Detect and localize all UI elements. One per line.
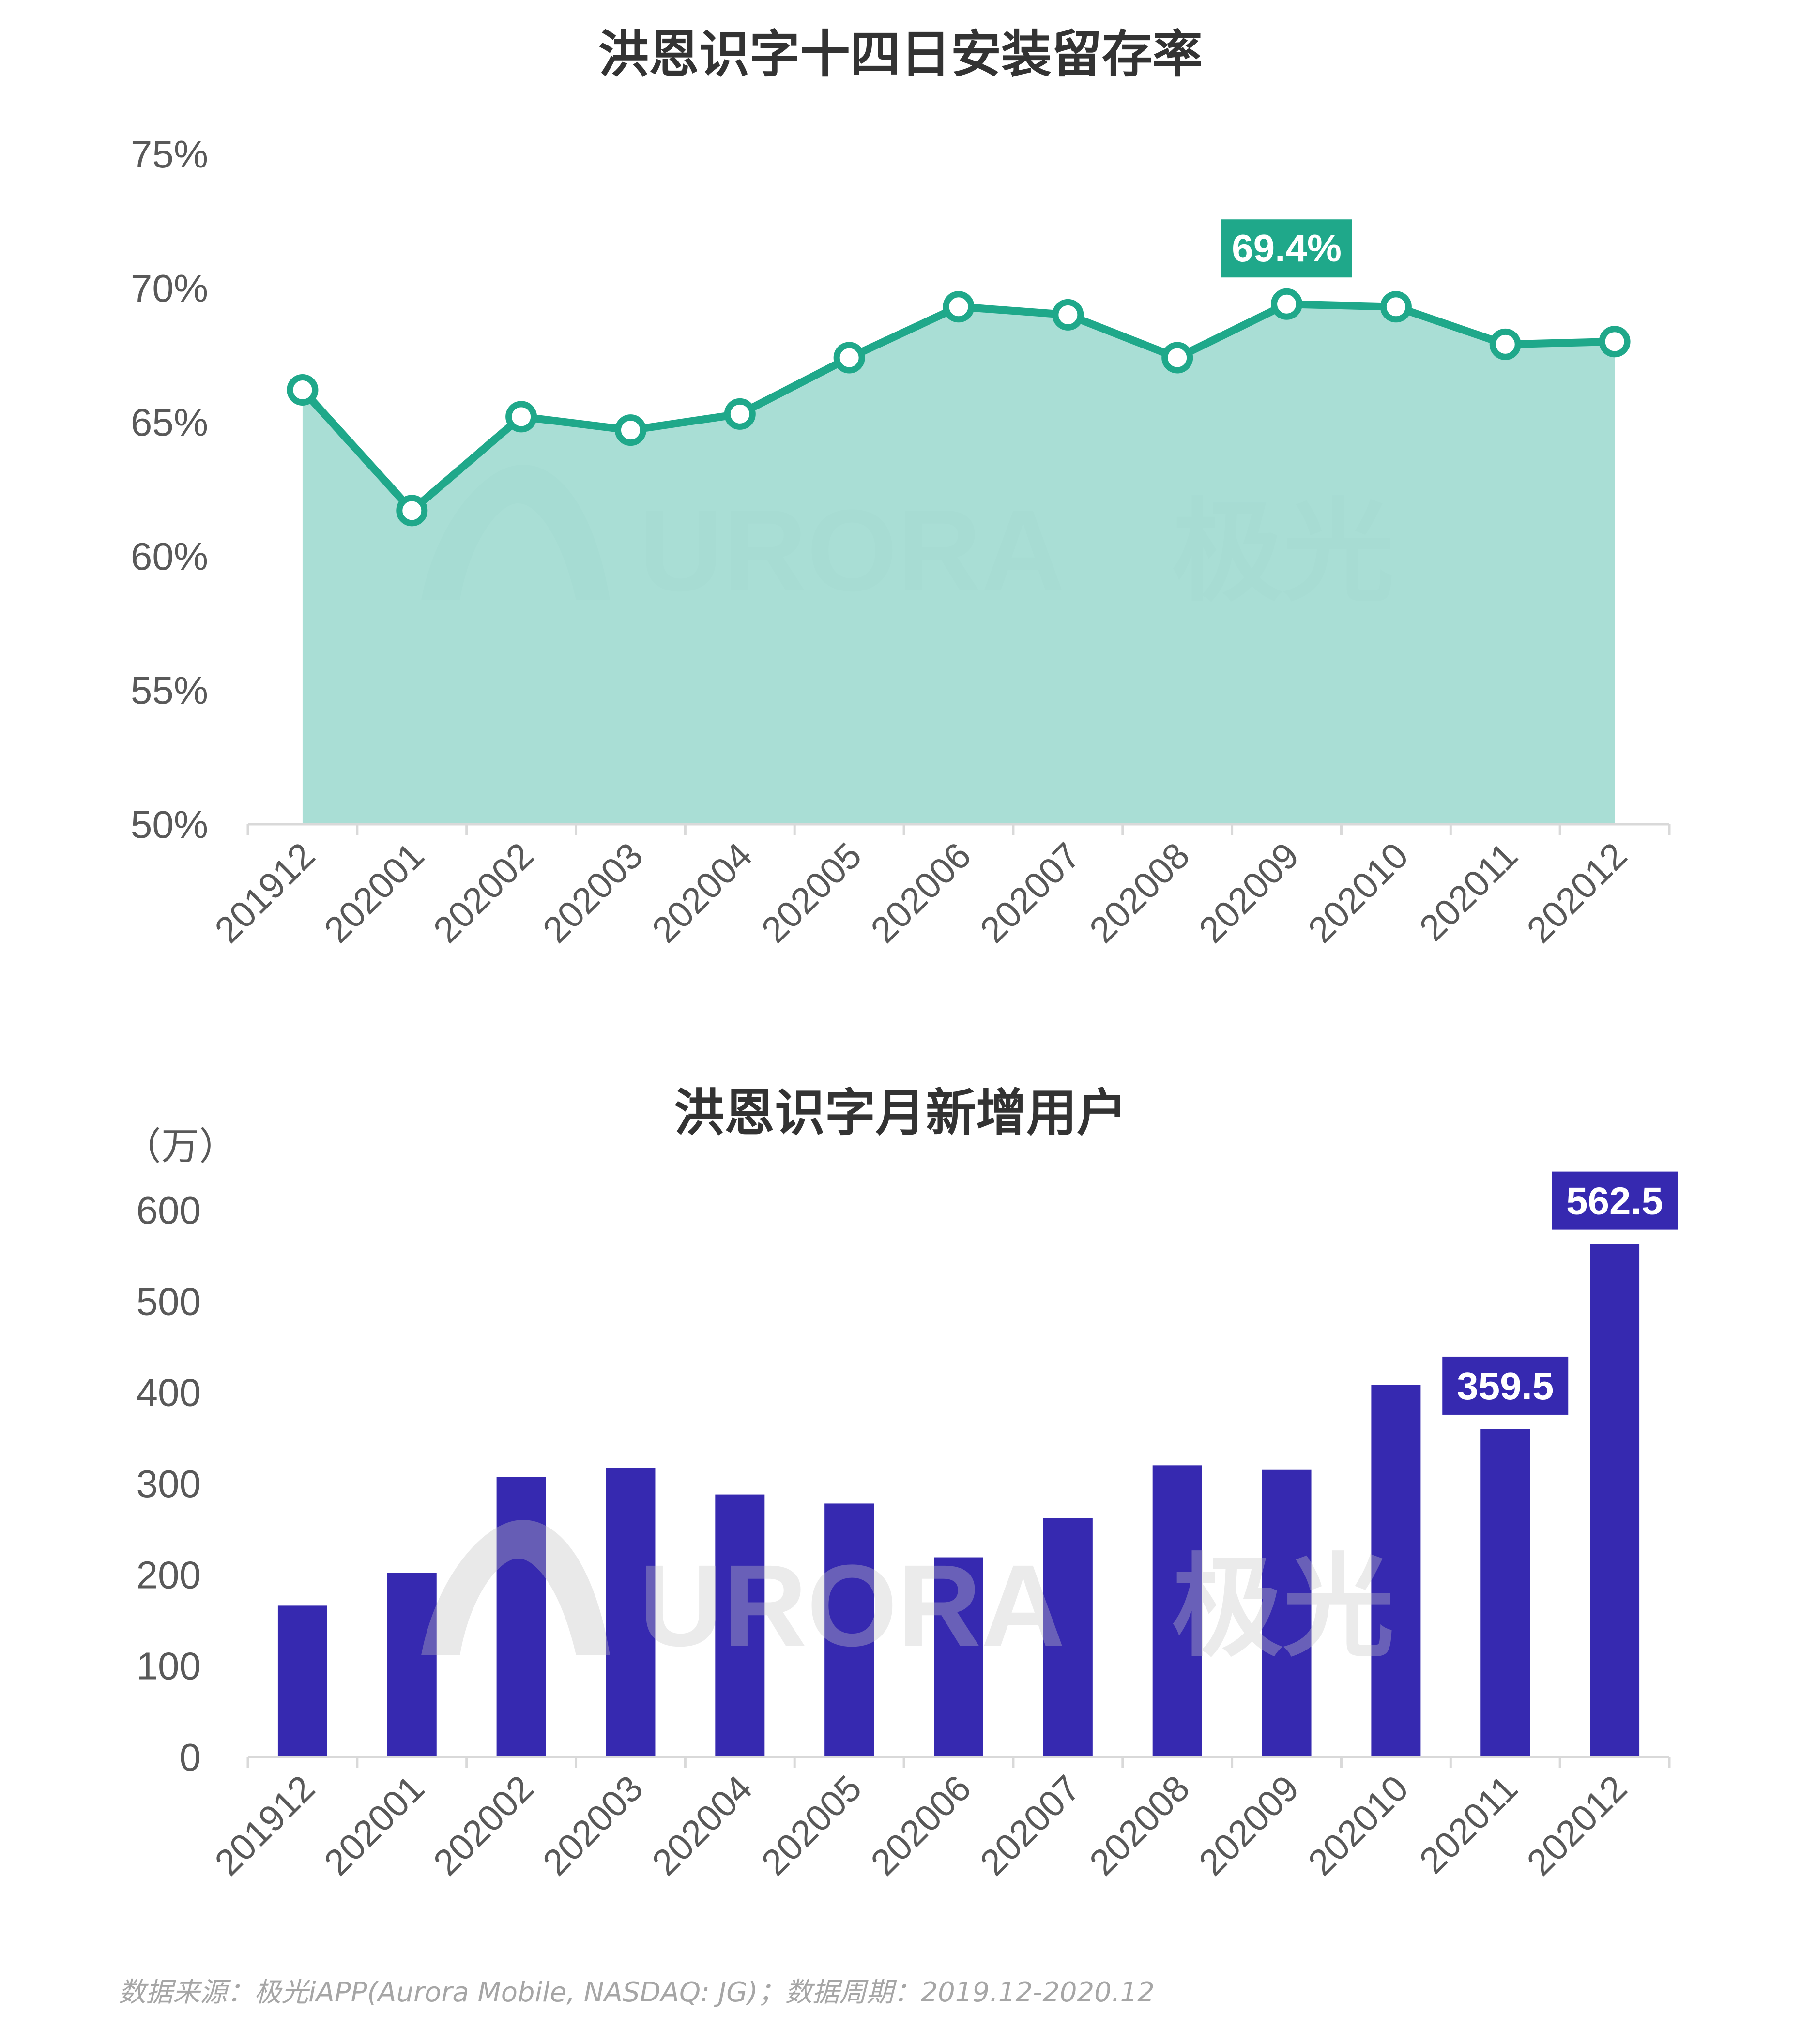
retention-y-tick-label: 60%	[131, 535, 208, 578]
aurora-logo-icon-2	[421, 1520, 610, 1655]
unit-label: （万）	[123, 1125, 237, 1167]
retention-y-tick-label: 75%	[131, 133, 208, 176]
users-y-tick-label: 500	[137, 1280, 201, 1323]
retention-x-label: 202001	[316, 835, 432, 951]
retention-x-label: 202006	[863, 835, 979, 951]
retention-point-202010	[1380, 291, 1412, 323]
watermark-cn-2: 极光	[1172, 1545, 1394, 1669]
aurora-watermark-2: URORA 极光	[421, 1520, 1394, 1670]
users-value-label-box	[1552, 1171, 1678, 1230]
users-y-tick-label: 100	[137, 1645, 201, 1688]
new-users-chart: 洪恩识字月新增用户 （万） URORA 极光 0 100 200 300 400 500 6…	[123, 1083, 1678, 1883]
retention-point-202006	[943, 291, 975, 323]
retention-x-label: 202010	[1300, 835, 1416, 951]
users-x-label: 201912	[207, 1768, 323, 1883]
users-x-label: 202012	[1519, 1768, 1635, 1883]
retention-x-label: 202012	[1519, 835, 1635, 951]
users-y-tick-label: 300	[137, 1462, 201, 1505]
users-bar-202010	[1371, 1385, 1421, 1757]
users-bar-202009	[1262, 1469, 1312, 1757]
users-bar-202004	[715, 1494, 765, 1757]
users-bar-202011	[1480, 1429, 1530, 1757]
users-y-tick-label: 600	[137, 1189, 201, 1232]
users-value-label: 562.5	[1566, 1180, 1663, 1223]
users-y-tick-label: 0	[180, 1736, 201, 1779]
users-bar-202002	[496, 1477, 546, 1757]
retention-point-202009	[1271, 288, 1303, 320]
retention-area-fill	[302, 304, 1615, 824]
retention-y-tick-label: 70%	[131, 267, 208, 310]
watermark-text-2: URORA	[639, 1541, 1065, 1670]
retention-point-202004	[724, 398, 756, 430]
users-value-label: 359.5	[1457, 1364, 1554, 1408]
users-bar-201912	[277, 1605, 327, 1757]
retention-point-202005	[833, 342, 865, 374]
users-bar-202001	[387, 1573, 437, 1757]
users-bar-202007	[1043, 1518, 1093, 1757]
retention-chart: 洪恩识字十四日安装留存率 URORA 极光 50%55%60%65%70%75%…	[131, 25, 1671, 951]
source-note: 数据来源：极光iAPP(Aurora Mobile, NASDAQ: JG)；数…	[119, 1977, 1155, 2008]
retention-x-label: 202005	[754, 835, 870, 951]
retention-x-label: 202007	[972, 835, 1088, 951]
retention-point-202001	[396, 495, 428, 527]
retention-point-202012	[1599, 326, 1631, 358]
retention-x-label: 202008	[1082, 835, 1197, 951]
retention-y-tick-label: 65%	[131, 401, 208, 444]
retention-x-label: 201912	[207, 835, 323, 951]
retention-x-label: 202004	[644, 835, 760, 951]
users-x-label: 202004	[644, 1768, 760, 1883]
users-x-label: 202007	[972, 1768, 1088, 1883]
users-x-label: 202008	[1082, 1768, 1197, 1883]
retention-point-201912	[287, 374, 319, 406]
retention-point-202011	[1489, 328, 1521, 360]
users-x-label: 202006	[863, 1768, 979, 1883]
users-bar-202006	[934, 1557, 983, 1757]
users-x-label: 202005	[754, 1768, 870, 1883]
retention-point-202002	[505, 401, 537, 433]
users-x-label: 202010	[1300, 1768, 1416, 1883]
retention-point-202003	[614, 414, 646, 446]
retention-x-label: 202003	[535, 835, 651, 951]
users-value-label-box	[1442, 1356, 1569, 1415]
retention-chart-title: 洪恩识字十四日安装留存率	[598, 25, 1203, 84]
users-bar-202003	[606, 1468, 656, 1757]
retention-x-label: 202011	[1412, 835, 1526, 949]
users-x-label: 202009	[1191, 1768, 1307, 1883]
retention-peak-label-box	[1221, 219, 1352, 278]
retention-point-202007	[1052, 299, 1084, 331]
users-x-label: 202001	[316, 1768, 432, 1883]
users-x-label: 202003	[535, 1768, 651, 1883]
users-bar-202012	[1590, 1244, 1640, 1757]
users-y-tick-label: 200	[137, 1553, 201, 1596]
users-bar-202008	[1152, 1465, 1202, 1757]
users-bar-202005	[824, 1503, 874, 1757]
users-x-label: 202011	[1412, 1768, 1526, 1881]
retention-point-202008	[1161, 342, 1193, 374]
retention-y-tick-label: 55%	[131, 669, 208, 712]
retention-y-tick-label: 50%	[131, 803, 208, 846]
retention-peak-label: 69.4%	[1232, 227, 1342, 270]
users-x-label: 202002	[426, 1768, 541, 1883]
users-y-tick-label: 400	[137, 1371, 201, 1414]
retention-x-label: 202009	[1191, 835, 1307, 951]
retention-x-label: 202002	[426, 835, 541, 951]
new-users-chart-title: 洪恩识字月新增用户	[674, 1083, 1127, 1142]
